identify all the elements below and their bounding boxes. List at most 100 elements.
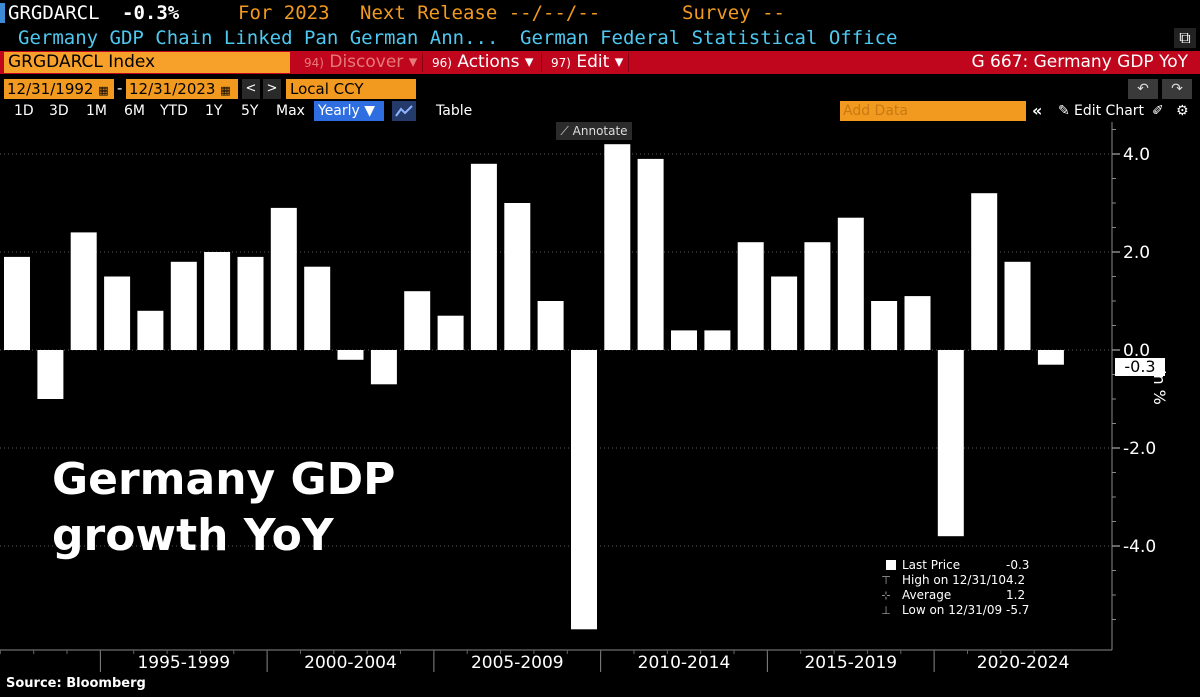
edit-num: 97) [551, 56, 571, 70]
range-1d[interactable]: 1D [14, 103, 34, 119]
bar-2023 [1037, 350, 1064, 365]
calendar-icon: ▦ [220, 84, 231, 97]
wrench-icon[interactable]: ⚙ [1176, 103, 1189, 119]
dropdown-caret-icon: ▾ [408, 52, 418, 72]
header-marker [0, 3, 5, 23]
bar-1994 [70, 232, 97, 350]
period-label: For 2023 [238, 2, 330, 24]
ticker-label: GRGDARCL [8, 2, 100, 24]
discover-num: 94) [304, 56, 324, 70]
end-date-input[interactable]: 12/31/2023 ▦ [126, 79, 238, 99]
security-field[interactable]: GRGDARCL Index [4, 52, 290, 73]
bar-2002 [337, 350, 364, 360]
legend-name: High on 12/31/10 [902, 573, 1007, 587]
chart-title-line-1: Germany GDP [52, 454, 396, 505]
discover-label: Discover [329, 52, 404, 72]
bar-2010 [604, 144, 631, 350]
edit-chart-button[interactable]: Edit Chart [1074, 103, 1145, 119]
range-5y[interactable]: 5Y [241, 103, 259, 119]
x-group-label: 2015-2019 [804, 653, 897, 673]
y-axis: 4.0 2.0 0.0 -2.0 -4.0 [1111, 122, 1156, 650]
chart-title-line-2: growth YoY [52, 510, 334, 561]
currency-select[interactable]: Local CCY [286, 79, 416, 99]
y-tick-label: 4.0 [1123, 145, 1150, 165]
calendar-icon: ▦ [98, 84, 109, 97]
redo-button[interactable]: ↷ [1162, 79, 1192, 99]
legend-average: ⊹ Average 1.2 [876, 588, 1036, 603]
x-group-label: 2005-2009 [471, 653, 564, 673]
edit-menu[interactable]: 97) Edit ▾ [545, 51, 623, 74]
x-group-label: 2020-2024 [977, 653, 1070, 673]
range-6m[interactable]: 6M [124, 103, 145, 119]
bar-1996 [137, 310, 164, 350]
bar-1992 [4, 256, 30, 350]
add-data-input[interactable]: Add Data [840, 101, 1026, 121]
legend-value: -0.3 [1006, 558, 1030, 572]
bar-2003 [370, 350, 397, 385]
gdp-bar-chart: 4.0 2.0 0.0 -2.0 -4.0 1995-1999 2000-2004 2005… [0, 122, 1156, 673]
bar-1995 [104, 276, 131, 350]
table-button[interactable]: Table [436, 103, 473, 119]
bar-2017 [837, 217, 864, 350]
bar-2004 [404, 291, 431, 350]
bar-2006 [470, 163, 497, 350]
bar-1999 [237, 256, 264, 350]
next-release-label: Next Release --/--/-- [360, 2, 601, 24]
dropdown-triangle-icon: ▼ [364, 103, 376, 119]
survey-label: Survey -- [682, 2, 785, 24]
actions-menu[interactable]: 96) Actions ▾ [426, 51, 533, 74]
range-1m[interactable]: 1M [86, 103, 107, 119]
date-controls: 12/31/1992 ▦ - 12/31/2023 ▦ < > Local CC… [0, 78, 1200, 100]
bar-2009 [571, 350, 597, 630]
bar-1998 [204, 252, 231, 350]
bar-1993 [37, 350, 64, 399]
bar-2011 [637, 158, 664, 350]
bar-1997 [170, 261, 197, 350]
security-header: GRGDARCL -0.3% For 2023 Next Release --/… [0, 0, 1200, 26]
actions-num: 96) [432, 56, 452, 70]
legend-name: Last Price [902, 558, 961, 572]
x-group-label: 1995-1999 [137, 653, 230, 673]
dropdown-caret-icon: ▾ [614, 52, 624, 72]
range-max[interactable]: Max [276, 103, 305, 119]
edit-label: Edit [576, 52, 610, 72]
bar-2012 [671, 330, 697, 350]
chart-legend: Last Price -0.3 ⊤ High on 12/31/10 4.2 ⊹… [876, 558, 1036, 618]
bar-2000 [270, 207, 297, 350]
legend-value: 4.2 [1006, 573, 1026, 587]
chart-bars [4, 144, 1064, 630]
legend-low: ⊥ Low on 12/31/09 -5.7 [876, 603, 1036, 618]
x-axis: 1995-1999 2000-2004 2005-2009 2010-2014 2015… [0, 649, 1112, 673]
bar-2007 [504, 203, 531, 350]
menu-divider [422, 53, 423, 72]
line-chart-icon[interactable] [392, 101, 416, 121]
bar-2014 [737, 242, 764, 350]
legend-name: Average [902, 588, 952, 602]
discover-menu[interactable]: 94) Discover ▾ [298, 51, 417, 74]
frequency-select[interactable]: Yearly ▼ [314, 101, 384, 121]
y-tick-label: 0.0 [1123, 341, 1150, 361]
bar-2019 [904, 296, 931, 350]
bar-2020 [937, 350, 964, 537]
range-3d[interactable]: 3D [49, 103, 69, 119]
window-icon[interactable]: ⧉ [1174, 28, 1196, 48]
chart-toolbar: 1D 3D 1M 6M YTD 1Y 5Y Max Yearly ▼ Table… [0, 100, 1200, 122]
annotate-label: Annotate [572, 124, 628, 138]
edit-shape-icon[interactable]: ✐ [1152, 103, 1164, 119]
undo-button[interactable]: ↶ [1128, 79, 1158, 99]
legend-name: Low on 12/31/09 [902, 603, 1003, 617]
forward-button[interactable]: > [263, 79, 281, 99]
source-credit: Source: Bloomberg [6, 676, 146, 691]
bar-2021 [971, 193, 998, 350]
bar-2015 [771, 276, 798, 350]
collapse-icon[interactable]: « [1032, 101, 1043, 120]
pencil-icon[interactable]: ✎ [1058, 103, 1070, 119]
annotate-button[interactable]: ⟋ Annotate [556, 122, 632, 140]
start-date-input[interactable]: 12/31/1992 ▦ [4, 79, 114, 99]
menu-divider [541, 53, 542, 72]
y-tick-label: 2.0 [1123, 243, 1150, 263]
range-ytd[interactable]: YTD [160, 103, 188, 119]
range-1y[interactable]: 1Y [205, 103, 223, 119]
date-dash: - [117, 79, 123, 97]
back-button[interactable]: < [242, 79, 260, 99]
